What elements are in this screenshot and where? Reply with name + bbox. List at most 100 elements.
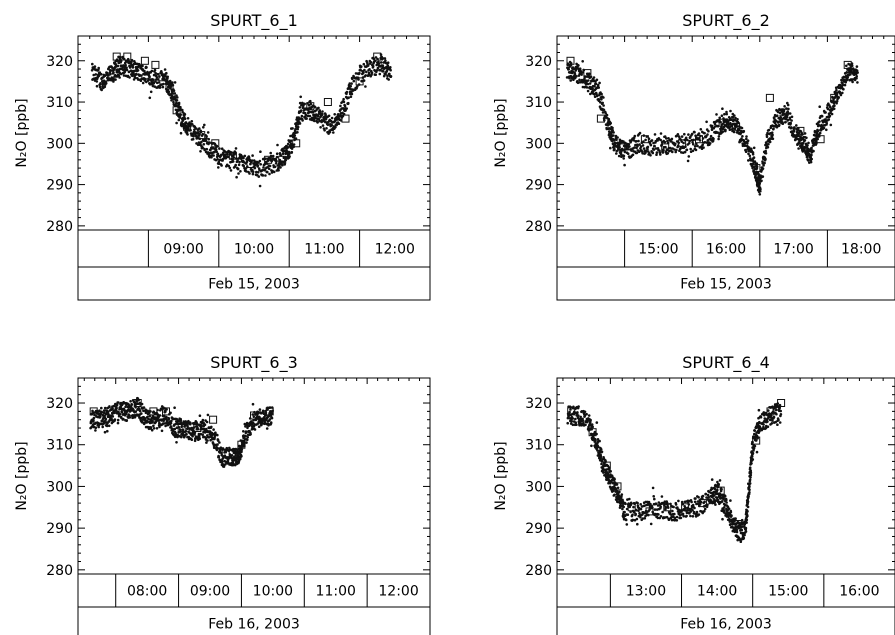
data-point — [220, 153, 223, 157]
data-point — [224, 463, 227, 466]
data-point — [616, 486, 620, 490]
data-point — [618, 145, 621, 149]
data-point — [160, 71, 163, 74]
data-point — [162, 422, 166, 425]
data-point — [173, 92, 177, 95]
data-point — [166, 75, 169, 79]
data-point — [695, 142, 698, 146]
y-tick-label: 280 — [525, 563, 552, 579]
data-point — [217, 455, 221, 459]
data-point — [369, 61, 373, 64]
data-point — [602, 471, 605, 474]
data-point — [571, 423, 575, 427]
data-point — [130, 403, 134, 406]
data-point — [673, 516, 677, 520]
data-point — [339, 104, 342, 108]
y-tick-label: 280 — [525, 219, 552, 235]
data-point — [670, 137, 674, 141]
data-point — [790, 115, 794, 119]
time-tick-label: 08:00 — [127, 584, 167, 600]
data-point — [745, 137, 748, 141]
data-point — [191, 432, 194, 436]
y-tick-label: 320 — [525, 54, 552, 70]
data-point — [729, 118, 733, 121]
data-point — [602, 96, 605, 99]
y-tick-label: 320 — [46, 54, 73, 70]
data-point — [360, 79, 364, 83]
data-point — [192, 135, 195, 138]
data-point — [744, 530, 748, 533]
data-point — [622, 154, 626, 158]
data-point — [228, 166, 232, 170]
time-tick-label: 12:00 — [375, 242, 415, 258]
data-point — [601, 111, 605, 114]
square-marker — [681, 503, 690, 512]
data-point — [609, 121, 612, 125]
data-point — [660, 495, 664, 498]
data-point — [760, 179, 763, 183]
data-point — [152, 427, 156, 430]
data-point — [579, 415, 582, 419]
data-point — [722, 497, 725, 500]
data-point — [244, 425, 247, 428]
data-point — [230, 454, 234, 457]
square-marker — [246, 160, 255, 168]
data-point — [251, 402, 255, 406]
data-point — [708, 142, 712, 145]
data-point — [636, 522, 639, 526]
data-point — [131, 66, 135, 69]
data-point — [601, 101, 604, 105]
data-point — [771, 419, 774, 422]
data-point — [735, 528, 739, 532]
data-point — [129, 400, 132, 403]
data-point — [709, 134, 713, 138]
data-point — [770, 422, 774, 425]
data-point — [313, 119, 316, 123]
data-point — [117, 410, 120, 414]
data-point — [790, 126, 793, 129]
data-point — [220, 164, 223, 167]
data-point — [833, 104, 836, 107]
data-point — [246, 438, 249, 442]
data-point — [693, 500, 697, 504]
data-point — [749, 473, 753, 477]
data-point — [273, 165, 277, 169]
data-point — [238, 160, 241, 164]
data-point — [845, 64, 848, 68]
data-point — [237, 157, 241, 160]
data-point — [690, 500, 693, 504]
data-point — [115, 403, 119, 407]
data-point — [830, 112, 834, 116]
data-point — [639, 503, 642, 506]
data-point — [805, 136, 808, 140]
square-marker — [121, 403, 130, 412]
y-tick-label: 300 — [525, 479, 552, 495]
data-point — [226, 155, 230, 159]
data-point — [619, 151, 623, 154]
square-marker — [323, 98, 332, 106]
data-point — [770, 131, 774, 134]
data-point — [734, 116, 737, 120]
data-point — [201, 418, 205, 422]
data-point — [736, 118, 739, 121]
data-point — [594, 82, 598, 86]
data-point — [621, 507, 624, 511]
data-point — [659, 138, 662, 142]
data-point — [855, 65, 859, 68]
data-point — [350, 92, 354, 96]
data-point — [723, 509, 726, 512]
data-point — [262, 166, 265, 169]
data-point — [697, 513, 701, 516]
data-point — [569, 408, 572, 411]
data-point — [95, 80, 99, 83]
data-point — [106, 410, 110, 414]
data-point — [142, 409, 145, 413]
data-point — [387, 78, 391, 81]
data-point — [145, 80, 148, 84]
data-point — [323, 129, 326, 132]
time-tick-label: 14:00 — [697, 584, 737, 600]
data-point — [245, 170, 248, 173]
data-point — [567, 67, 570, 71]
data-point — [117, 401, 120, 404]
data-point — [293, 134, 297, 137]
